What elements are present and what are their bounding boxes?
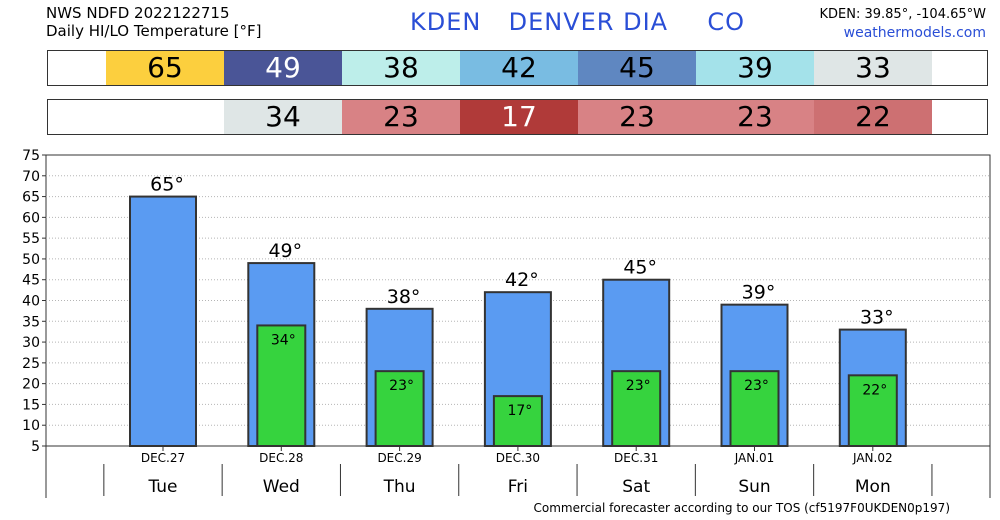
weekday-label: Tue <box>147 477 177 497</box>
y-tick-label: 70 <box>22 169 40 185</box>
high-temp-cell: 38 <box>342 51 460 85</box>
y-tick-label: 45 <box>22 273 40 289</box>
y-tick-label: 15 <box>22 397 40 413</box>
high-temp-cell: 39 <box>696 51 814 85</box>
low-temp-label: 34° <box>271 332 296 348</box>
low-temp-bar <box>729 370 780 447</box>
low-temp-label: 23° <box>626 378 651 394</box>
low-temp-label: 22° <box>862 382 887 398</box>
model-run-label: NWS NDFD 2022122715 <box>46 4 230 22</box>
y-tick-label: 10 <box>22 418 40 434</box>
high-temp-label: 38° <box>387 286 421 308</box>
low-temp-label: 17° <box>507 403 532 419</box>
weekday-label: Mon <box>855 477 891 497</box>
high-temp-cell: 49 <box>224 51 342 85</box>
low-temp-bar <box>256 324 307 448</box>
low-temp-cell <box>106 100 224 134</box>
weekday-label: Fri <box>508 477 528 497</box>
low-temp-cell: 23 <box>578 100 696 134</box>
low-temp-cell: 34 <box>224 100 342 134</box>
y-tick-label: 5 <box>31 439 40 455</box>
high-temp-label: 49° <box>268 240 302 262</box>
low-temp-cell: 23 <box>696 100 814 134</box>
high-temp-cell: 45 <box>578 51 696 85</box>
station-name: DENVER DIA <box>508 8 669 36</box>
low-temp-bar <box>492 395 543 448</box>
y-tick-label: 60 <box>22 210 40 226</box>
y-tick-label: 25 <box>22 356 40 372</box>
y-tick-label: 55 <box>22 231 40 247</box>
high-temp-label: 45° <box>623 257 657 279</box>
weekday-label: Thu <box>383 477 416 497</box>
y-tick-label: 50 <box>22 252 40 268</box>
station-title: KDEN DENVER DIA CO <box>410 8 745 36</box>
low-temp-strip: 34 23 17 23 23 22 <box>47 99 988 135</box>
high-temp-cell: 65 <box>106 51 224 85</box>
weekday-label: Wed <box>263 477 300 497</box>
header-left: NWS NDFD 2022122715 Daily HI/LO Temperat… <box>46 4 262 40</box>
low-temp-label: 23° <box>744 378 769 394</box>
header-right: KDEN: 39.85°, -104.65°W weathermodels.co… <box>820 5 987 43</box>
date-label: JAN.02 <box>852 451 893 465</box>
station-id: KDEN <box>410 8 482 36</box>
high-temp-label: 42° <box>505 269 539 291</box>
high-temp-label: 39° <box>742 282 776 304</box>
station-coords: KDEN: 39.85°, -104.65°W <box>819 7 987 22</box>
date-label: DEC.31 <box>614 451 658 465</box>
station-state: CO <box>707 8 746 36</box>
high-temp-label: 65° <box>150 174 184 196</box>
high-temp-label: 33° <box>860 307 894 329</box>
date-label: JAN.01 <box>734 451 775 465</box>
site-link[interactable]: weathermodels.com <box>843 25 986 41</box>
low-temp-cell: 22 <box>814 100 932 134</box>
product-label: Daily HI/LO Temperature [°F] <box>46 22 262 40</box>
y-tick-label: 20 <box>22 377 40 393</box>
weekday-label: Sun <box>738 477 770 497</box>
date-label: DEC.29 <box>377 451 421 465</box>
weekday-label: Sat <box>622 477 650 497</box>
y-tick-label: 40 <box>22 294 40 310</box>
high-temp-cell: 42 <box>460 51 578 85</box>
low-temp-bar <box>847 374 898 448</box>
date-label: DEC.28 <box>259 451 303 465</box>
high-temp-strip: 65 49 38 42 45 39 33 <box>47 50 988 86</box>
low-temp-bar <box>611 370 662 447</box>
y-tick-label: 75 <box>22 148 40 164</box>
low-temp-label: 23° <box>389 378 414 394</box>
low-temp-cell: 17 <box>460 100 578 134</box>
high-temp-bar <box>129 195 197 447</box>
low-temp-cell: 23 <box>342 100 460 134</box>
y-tick-label: 35 <box>22 314 40 330</box>
y-tick-label: 30 <box>22 335 40 351</box>
high-temp-cell: 33 <box>814 51 932 85</box>
date-label: DEC.27 <box>141 451 185 465</box>
date-label: DEC.30 <box>496 451 540 465</box>
footer-note: Commercial forecaster according to our T… <box>533 501 950 515</box>
y-tick-label: 65 <box>22 190 40 206</box>
